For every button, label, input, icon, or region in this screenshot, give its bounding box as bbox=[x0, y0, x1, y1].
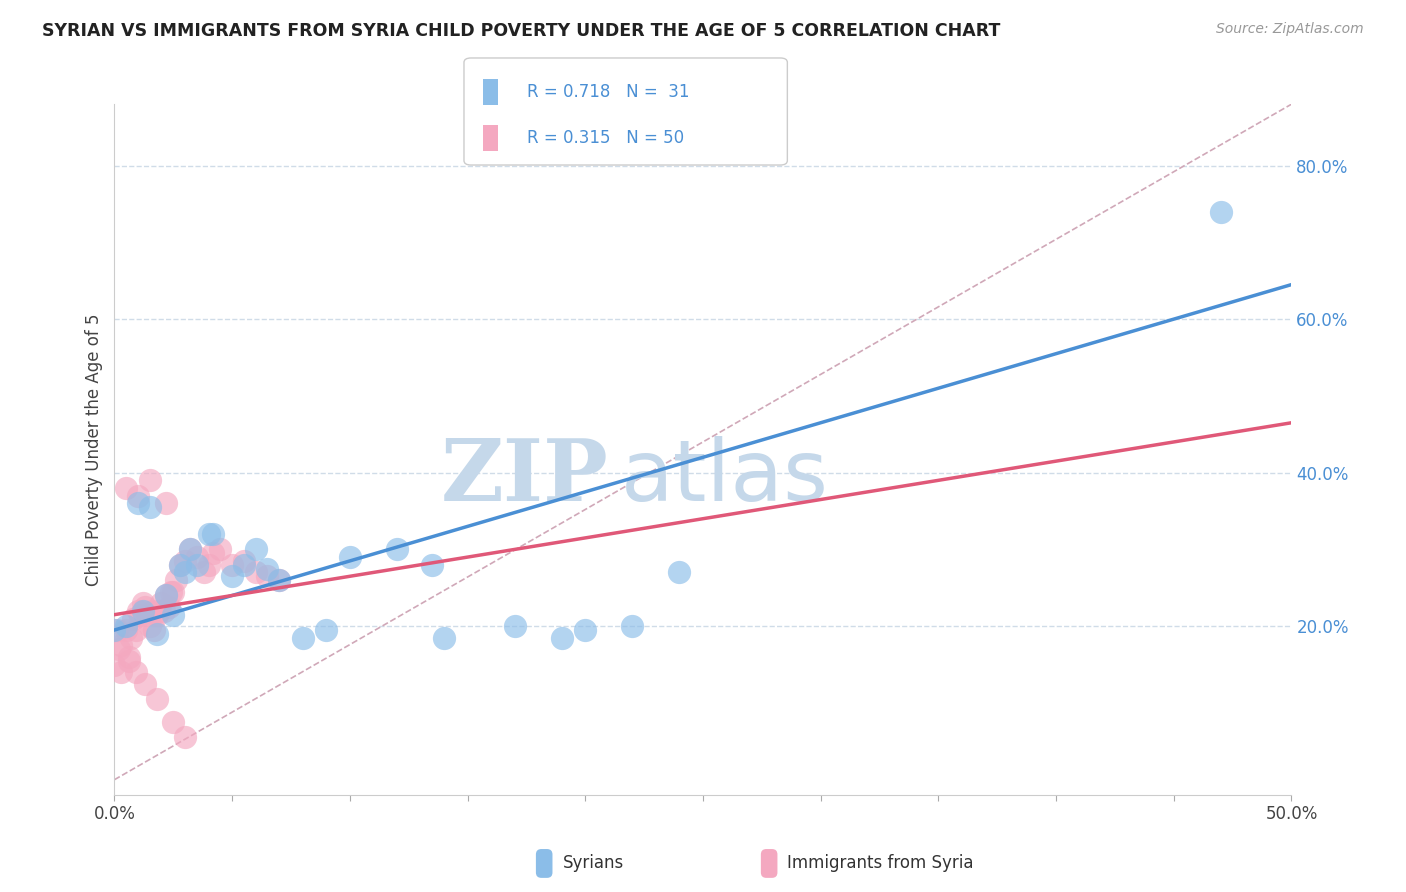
Point bbox=[115, 619, 138, 633]
Point bbox=[179, 542, 201, 557]
Point bbox=[155, 589, 177, 603]
Point bbox=[256, 561, 278, 575]
Point bbox=[110, 665, 132, 680]
Text: SYRIAN VS IMMIGRANTS FROM SYRIA CHILD POVERTY UNDER THE AGE OF 5 CORRELATION CHA: SYRIAN VS IMMIGRANTS FROM SYRIA CHILD PO… bbox=[42, 22, 1001, 40]
Point bbox=[162, 584, 184, 599]
Point bbox=[269, 573, 291, 587]
Text: Syrians: Syrians bbox=[562, 855, 624, 872]
Point bbox=[136, 607, 159, 622]
Point bbox=[162, 607, 184, 622]
Point bbox=[105, 623, 128, 637]
Point bbox=[174, 566, 197, 580]
Text: R = 0.315   N = 50: R = 0.315 N = 50 bbox=[527, 129, 685, 147]
Point bbox=[120, 631, 142, 645]
Text: ZIP: ZIP bbox=[441, 435, 609, 519]
Text: Source: ZipAtlas.com: Source: ZipAtlas.com bbox=[1216, 22, 1364, 37]
Point bbox=[148, 604, 170, 618]
Point bbox=[221, 558, 243, 572]
Point bbox=[179, 542, 201, 557]
Point bbox=[143, 623, 166, 637]
Point bbox=[155, 589, 177, 603]
Point bbox=[131, 604, 153, 618]
Point bbox=[197, 558, 219, 572]
Point bbox=[209, 542, 232, 557]
Point bbox=[221, 569, 243, 583]
Point bbox=[146, 627, 169, 641]
Point bbox=[574, 623, 596, 637]
Point bbox=[108, 642, 131, 657]
Y-axis label: Child Poverty Under the Age of 5: Child Poverty Under the Age of 5 bbox=[86, 313, 103, 586]
Point bbox=[138, 500, 160, 515]
Point bbox=[134, 677, 156, 691]
Point bbox=[138, 473, 160, 487]
Point bbox=[103, 623, 125, 637]
Point bbox=[129, 607, 152, 622]
Point bbox=[202, 546, 225, 560]
Point bbox=[202, 527, 225, 541]
Point bbox=[433, 631, 456, 645]
Point bbox=[315, 623, 337, 637]
Point bbox=[157, 599, 180, 614]
Point bbox=[146, 607, 169, 622]
Point bbox=[503, 619, 526, 633]
Point bbox=[174, 731, 197, 745]
Point bbox=[621, 619, 644, 633]
Point bbox=[550, 631, 572, 645]
Point bbox=[160, 584, 183, 599]
Point bbox=[165, 573, 187, 587]
Point bbox=[232, 554, 254, 568]
Point bbox=[138, 619, 160, 633]
Text: R = 0.718   N =  31: R = 0.718 N = 31 bbox=[527, 83, 690, 101]
Point bbox=[339, 550, 361, 565]
Point bbox=[169, 558, 191, 572]
Point bbox=[245, 542, 267, 557]
Point bbox=[134, 599, 156, 614]
Point bbox=[256, 569, 278, 583]
Point bbox=[127, 489, 149, 503]
Point bbox=[110, 639, 132, 653]
Point bbox=[668, 566, 690, 580]
Point bbox=[146, 692, 169, 706]
Point bbox=[1209, 204, 1232, 219]
Point bbox=[124, 665, 146, 680]
Point bbox=[117, 649, 139, 664]
Point bbox=[385, 542, 408, 557]
Point bbox=[291, 631, 314, 645]
Point bbox=[193, 566, 215, 580]
Point bbox=[245, 566, 267, 580]
Point bbox=[141, 604, 163, 618]
Point bbox=[169, 558, 191, 572]
Point bbox=[269, 573, 291, 587]
Point bbox=[124, 623, 146, 637]
Point bbox=[186, 550, 208, 565]
Point bbox=[420, 558, 443, 572]
Point bbox=[122, 611, 145, 625]
Text: atlas: atlas bbox=[620, 436, 828, 519]
Point bbox=[162, 715, 184, 730]
Point bbox=[232, 558, 254, 572]
Point bbox=[155, 496, 177, 510]
Text: Immigrants from Syria: Immigrants from Syria bbox=[787, 855, 974, 872]
Point bbox=[186, 558, 208, 572]
Point bbox=[115, 623, 138, 637]
Point bbox=[127, 604, 149, 618]
Point bbox=[153, 604, 176, 618]
Point bbox=[103, 657, 125, 672]
Point bbox=[174, 554, 197, 568]
Point bbox=[150, 596, 173, 610]
Point bbox=[115, 481, 138, 495]
Point bbox=[197, 527, 219, 541]
Point bbox=[117, 654, 139, 668]
Point bbox=[127, 496, 149, 510]
Point bbox=[131, 596, 153, 610]
